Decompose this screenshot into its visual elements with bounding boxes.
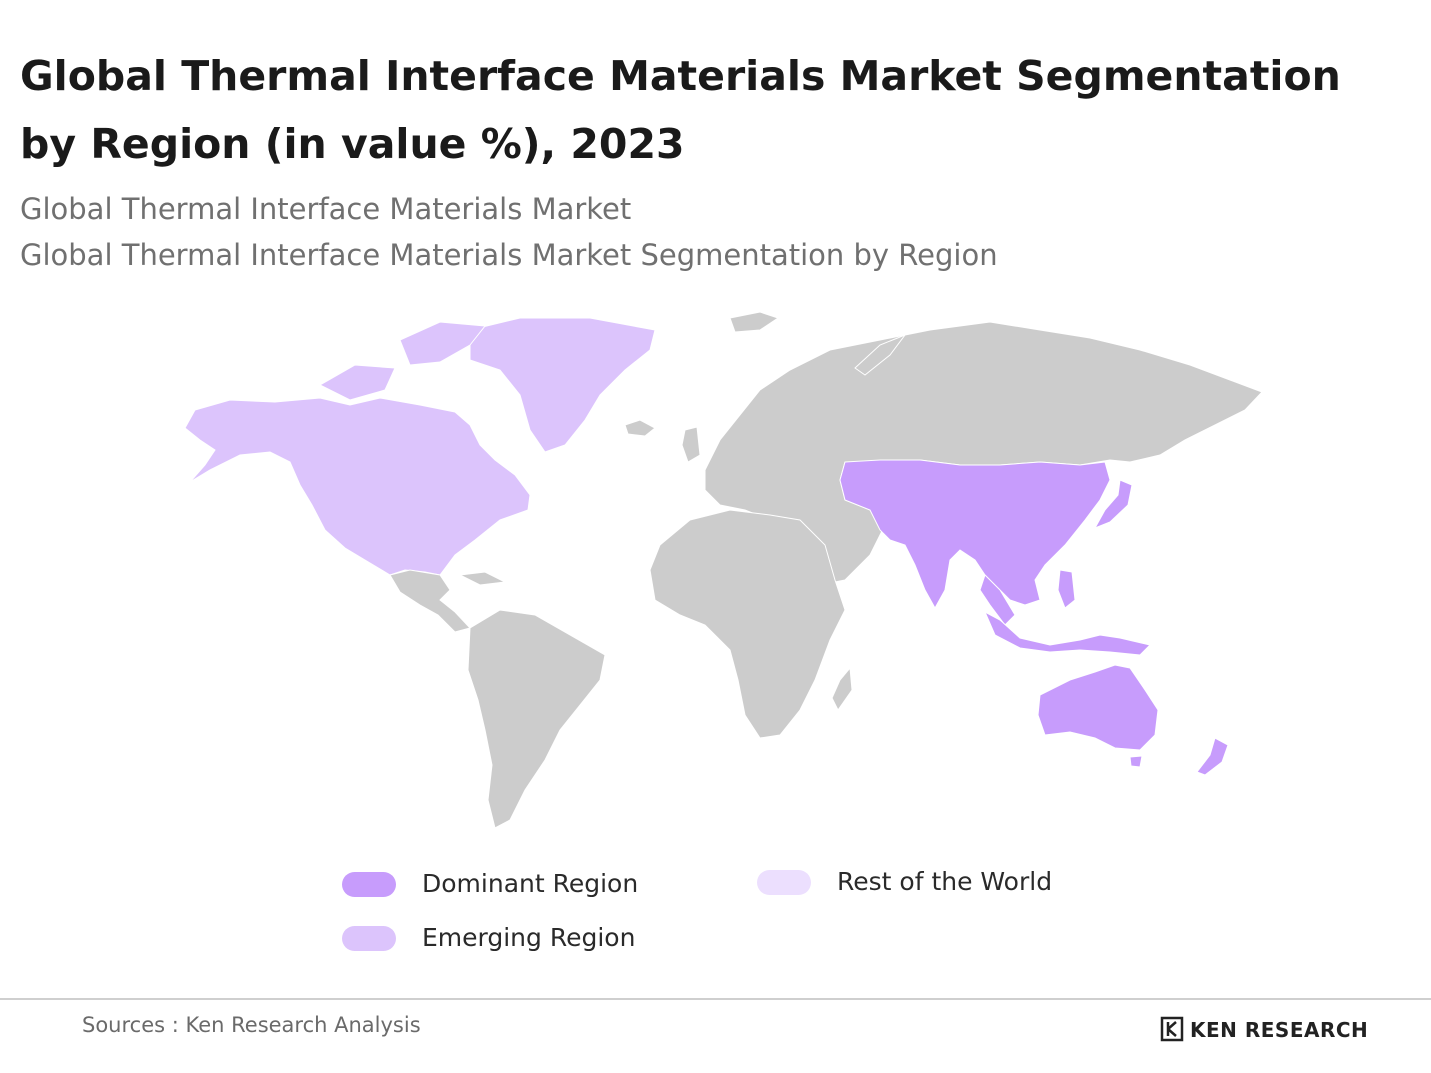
footer-divider bbox=[0, 998, 1431, 1000]
world-map bbox=[184, 311, 1263, 829]
map-region-svalbard bbox=[729, 311, 780, 333]
legend-label-dominant: Dominant Region bbox=[422, 869, 639, 898]
source-note: Sources : Ken Research Analysis bbox=[82, 1013, 421, 1037]
map-region-philippines bbox=[1057, 569, 1076, 609]
map-region-iceland bbox=[624, 419, 656, 437]
map-region-australia bbox=[1037, 664, 1159, 751]
map-region-japan bbox=[1093, 479, 1133, 529]
ken-research-logo-icon bbox=[1160, 1016, 1184, 1042]
map-region-greenland bbox=[469, 317, 656, 453]
legend-swatch-emerging bbox=[342, 926, 396, 951]
subtitle-market: Global Thermal Interface Materials Marke… bbox=[20, 192, 632, 226]
legend-swatch-dominant bbox=[342, 872, 396, 897]
map-region-south-america bbox=[467, 609, 606, 829]
map-region-arctic-islands bbox=[399, 321, 486, 366]
map-region-caribbean bbox=[458, 571, 507, 586]
map-region-indonesia bbox=[983, 610, 1151, 656]
legend-label-rest: Rest of the World bbox=[837, 867, 1053, 896]
page-title: Global Thermal Interface Materials Marke… bbox=[20, 52, 1341, 168]
map-region-madagascar bbox=[831, 666, 853, 711]
map-region-central-america bbox=[389, 569, 471, 633]
subtitle-segmentation: Global Thermal Interface Materials Marke… bbox=[20, 238, 998, 272]
map-region-uk bbox=[681, 426, 701, 463]
map-region-asia bbox=[839, 459, 1111, 610]
legend-swatch-rest bbox=[757, 870, 811, 895]
legend-label-emerging: Emerging Region bbox=[422, 923, 636, 952]
map-region-arctic-islands-2 bbox=[318, 364, 396, 401]
map-region-africa bbox=[649, 509, 846, 739]
map-region-north-america bbox=[184, 397, 531, 576]
map-region-tasmania bbox=[1129, 755, 1143, 768]
ken-research-logo: KEN RESEARCH bbox=[1160, 1016, 1368, 1044]
ken-research-logo-text: KEN RESEARCH bbox=[1190, 1018, 1369, 1042]
map-region-new-zealand bbox=[1196, 737, 1229, 776]
map-region-novaya-zemlya bbox=[854, 333, 907, 376]
